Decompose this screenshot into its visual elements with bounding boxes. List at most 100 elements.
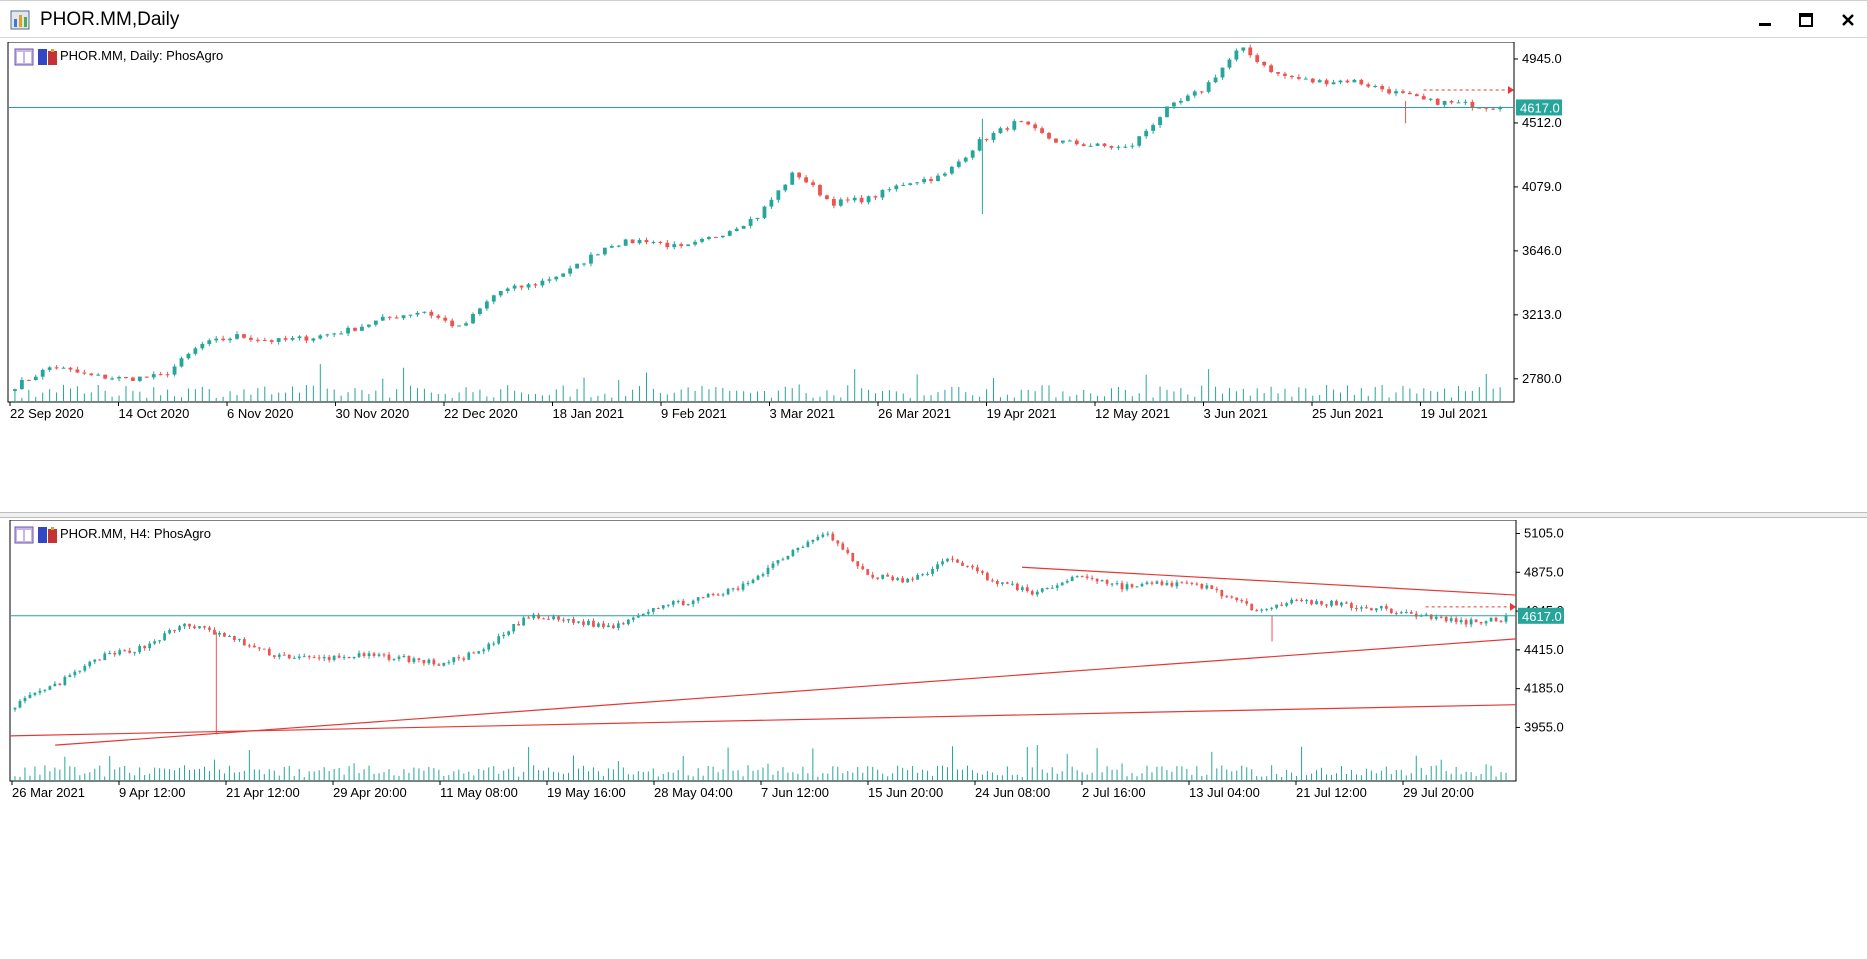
candle-body [73,671,77,676]
candle-body [1170,582,1174,587]
volume-bar [590,397,592,402]
candle-body [183,623,186,627]
candle-body [713,237,718,239]
volume-bar [996,775,998,781]
candle-body [1464,620,1468,625]
chart-frame [9,519,1517,782]
volume-bar [1186,768,1188,781]
candle-body [791,550,795,556]
candle-body [542,618,545,620]
volume-bar [104,390,106,402]
candle-body [228,338,232,341]
volume-bar [1216,768,1218,781]
trendline[interactable] [9,704,1517,737]
volume-bar [1159,386,1161,402]
volume-bar [895,391,897,402]
candle-body [631,617,635,620]
h4-chart[interactable]: 5105.04875.04645.04415.04185.03955.04617… [6,519,1866,954]
close-button[interactable] [1828,5,1867,35]
window-tile-icon [14,48,34,66]
volume-bar [622,767,624,781]
candle-body [756,575,760,580]
candle-body [1407,92,1412,95]
candle-body [1200,583,1204,589]
volume-bar [1055,397,1057,402]
candle-body [721,594,725,596]
volume-bar [1374,386,1376,402]
candle-body [322,657,326,659]
volume-bar [1124,389,1126,402]
trendline[interactable] [55,638,1517,746]
candle-body [1220,67,1225,78]
candle-body [1352,79,1357,83]
candle-body [1012,121,1017,130]
volume-bar [992,378,994,402]
candle-body [1123,146,1128,148]
volume-bar [1415,755,1417,781]
volume-bar [909,397,911,402]
candle-body [936,564,939,570]
volume-bar [1437,391,1439,402]
volume-bar [430,392,432,402]
volume-bar [632,774,634,781]
candle-body [429,311,434,316]
volume-bar [805,393,807,402]
volume-bar [14,388,16,402]
candle-body [1359,79,1364,85]
candle-body [636,615,640,618]
candle-body [1145,582,1149,585]
h4-chart-panel[interactable]: 5105.04875.04645.04415.04185.03955.04617… [6,519,1866,954]
candle-body [1366,84,1371,87]
volume-bar [1480,773,1482,781]
candle-body [407,655,411,663]
volume-bar [278,392,280,402]
candle-body [178,626,181,631]
volume-bar [555,389,557,402]
volume-bar [822,773,824,781]
volume-bar [1305,388,1307,402]
time-axis-label: 21 Jul 12:00 [1296,785,1367,800]
panel-divider[interactable] [0,512,1867,518]
volume-bar [750,392,752,402]
volume-bar [762,767,764,781]
volume-bar [373,773,375,781]
maximize-button[interactable] [1786,5,1826,35]
candle-body [1463,101,1468,103]
volume-bar [218,769,220,781]
volume-bar [737,770,739,781]
candle-body [33,692,37,695]
volume-bar [538,769,540,781]
candle-body [1338,80,1343,83]
candle-body [522,617,526,626]
daily-chart-panel[interactable]: 4945.0 4512.0 4079.0 3646.0 3213.0 2780.0 4617… [6,41,1866,510]
trendline[interactable] [1021,566,1517,596]
candle-body [880,189,885,198]
candle-body [88,661,92,667]
candle-body [826,533,830,535]
volume-bar [472,392,474,402]
volume-bar [79,775,81,781]
minimize-button[interactable] [1745,5,1785,35]
daily-chart[interactable]: 4945.0 4512.0 4079.0 3646.0 3213.0 2780.0 4617… [6,41,1866,510]
volume-bar [132,390,134,402]
volume-bar [1006,394,1008,402]
candle-body [1499,620,1503,622]
candle-body [597,623,600,627]
candle-body [133,652,137,654]
candle-body [432,659,436,665]
volume-bar [213,759,215,781]
candle-body [1075,576,1079,578]
candle-body [926,573,929,575]
volume-bar [862,772,864,781]
volume-bar [1152,397,1154,402]
volume-bar [164,768,166,781]
candle-body [1074,140,1079,145]
volume-bar [784,386,786,402]
volume-bar [1222,393,1224,402]
candle-body [537,614,540,619]
price-axis-label: 4945.0 [1522,51,1562,66]
candle-body [1424,614,1428,616]
time-axis-label: 15 Jun 20:00 [868,785,943,800]
candle-body [277,654,281,657]
volume-bar [1370,770,1372,781]
